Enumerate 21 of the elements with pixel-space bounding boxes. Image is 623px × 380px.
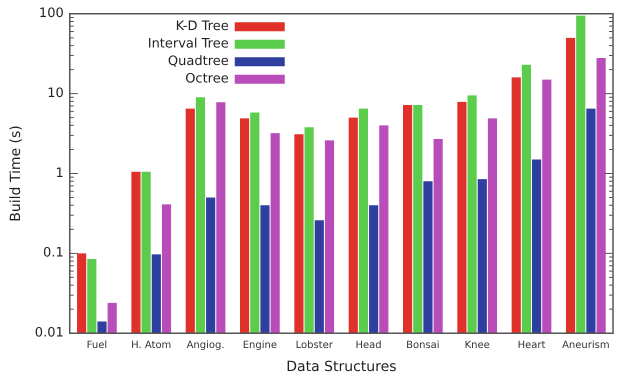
x-tick-label: Knee bbox=[464, 340, 490, 351]
legend-label: Octree bbox=[185, 72, 229, 87]
y-tick-label: 100 bbox=[38, 6, 64, 22]
x-axis-title: Data Structures bbox=[286, 359, 397, 376]
legend-label: Interval Tree bbox=[148, 36, 229, 52]
x-tick-label: Bonsai bbox=[406, 340, 440, 351]
y-tick-label: 0.1 bbox=[43, 246, 64, 261]
y-tick-label: 0.01 bbox=[34, 326, 64, 341]
x-tick-label: Engine bbox=[242, 340, 278, 351]
x-tick-label: Fuel bbox=[86, 340, 108, 351]
x-tick-label: H. Atom bbox=[131, 340, 172, 351]
x-tick-label: Aneurism bbox=[562, 340, 610, 351]
legend-label: Quadtree bbox=[168, 54, 229, 70]
x-tick-label: Lobster bbox=[296, 340, 334, 351]
legend-label: K-D Tree bbox=[176, 19, 229, 34]
y-tick-label: 10 bbox=[47, 86, 64, 102]
y-tick-label: 1 bbox=[55, 166, 64, 181]
y-axis-title: Build Time (s) bbox=[8, 125, 24, 222]
x-tick-label: Head bbox=[355, 340, 382, 351]
x-tick-label: Heart bbox=[518, 340, 546, 351]
x-tick-label: Angiog. bbox=[186, 340, 225, 351]
